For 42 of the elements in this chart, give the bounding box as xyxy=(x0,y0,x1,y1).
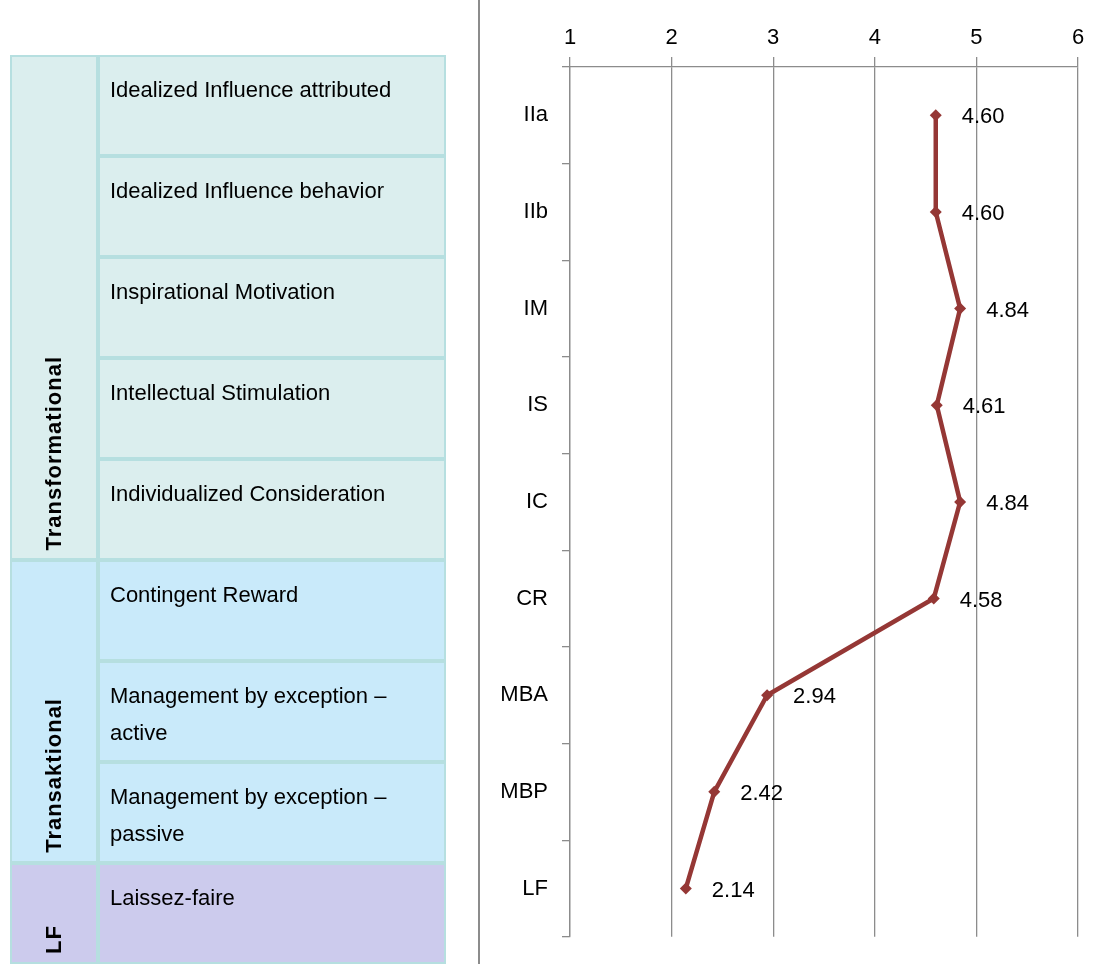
text: Transformational xyxy=(41,354,67,553)
data-label: 4.58 xyxy=(959,586,1003,612)
x-tick-label: 3 xyxy=(767,23,780,49)
data-label: 4.84 xyxy=(986,296,1029,322)
y-tick-label: MBP xyxy=(500,777,548,803)
text: Individualized Consideration xyxy=(98,459,446,560)
text: Laissez-faire xyxy=(98,863,446,964)
point xyxy=(708,785,721,798)
point xyxy=(679,882,692,895)
data-label: 4.60 xyxy=(961,200,1005,226)
data-label: 2.42 xyxy=(740,779,784,805)
text: Contingent Reward xyxy=(98,560,446,661)
text: LF xyxy=(41,924,67,956)
data-label: 4.61 xyxy=(962,393,1006,419)
data-label: 4.60 xyxy=(961,103,1005,129)
y-tick-label: CR xyxy=(516,584,548,610)
y-tick-label: IIa xyxy=(523,101,549,127)
x-tick-label: 1 xyxy=(563,23,577,49)
x-tick-label: 6 xyxy=(1071,23,1085,49)
point xyxy=(761,689,774,702)
data-label: 2.14 xyxy=(711,876,755,902)
text: Management by exception – active xyxy=(98,661,446,762)
y-tick-label: LF xyxy=(522,874,548,900)
x-tick-label: 2 xyxy=(665,23,678,49)
text: Intellectual Stimulation xyxy=(98,358,446,459)
point xyxy=(927,592,940,605)
data-label: 4.84 xyxy=(986,489,1029,515)
text: Management by exception – passive xyxy=(98,762,446,863)
x-tick-label: 4 xyxy=(868,23,881,49)
y-tick-label: MBA xyxy=(500,681,549,707)
y-tick-label: IS xyxy=(527,391,548,417)
data-label: 2.94 xyxy=(793,683,836,709)
text: Idealized Influence attributed xyxy=(98,55,446,156)
text: Inspirational Motivation xyxy=(98,257,446,358)
y-tick-label: IIb xyxy=(523,198,548,224)
point xyxy=(954,302,967,315)
point xyxy=(930,399,943,412)
x-tick-label: 5 xyxy=(970,23,983,49)
y-tick-label: IC xyxy=(526,487,549,513)
y-tick-label: IM xyxy=(523,294,548,320)
text: Transaktional xyxy=(41,697,67,855)
text: Idealized Influence behavior xyxy=(98,156,446,257)
